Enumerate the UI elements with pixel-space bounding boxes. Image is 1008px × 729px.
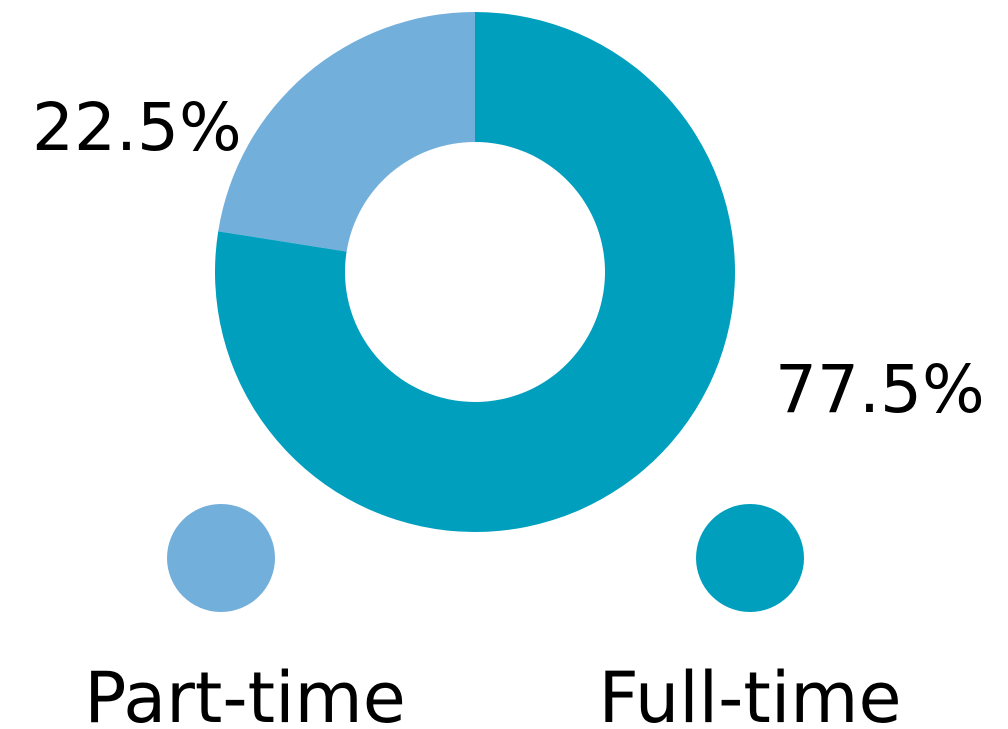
legend-swatch-full-time (696, 504, 804, 612)
legend: Part-time Full-time (84, 504, 902, 729)
legend-label-part-time: Part-time (84, 657, 406, 729)
legend-swatch-part-time (167, 504, 275, 612)
legend-label-full-time: Full-time (598, 657, 901, 729)
donut-slices (215, 12, 736, 532)
slice-full-time (215, 12, 736, 532)
slice-value-label-part-time: 22.5% (32, 89, 242, 166)
slice-value-label-full-time: 77.5% (775, 351, 985, 428)
slice-part-time (218, 12, 475, 252)
